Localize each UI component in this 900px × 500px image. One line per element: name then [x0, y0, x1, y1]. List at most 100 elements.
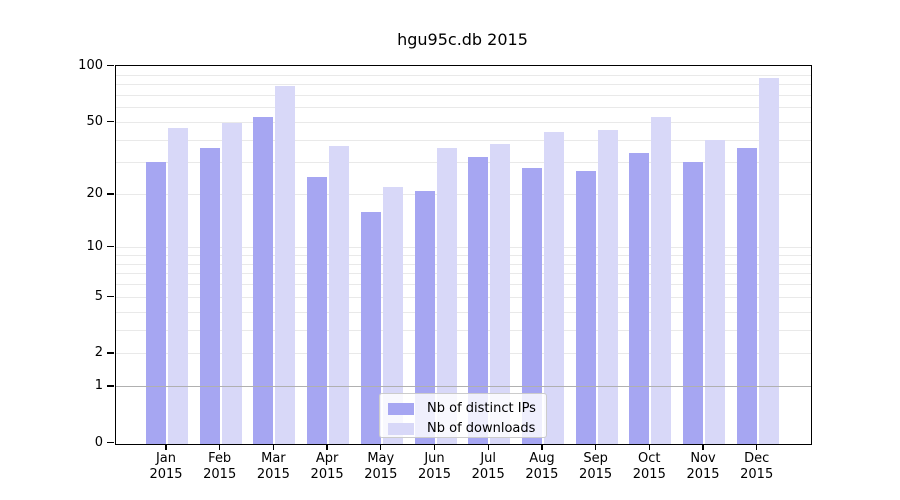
y-tick-mark [107, 385, 114, 387]
y-tick-mark [107, 246, 114, 248]
x-tick-label-jul: Jul 2015 [458, 451, 518, 483]
y-gridline [116, 273, 811, 275]
bar-distinct-ips-jun [414, 190, 435, 444]
y-tick-label: 100 [78, 57, 103, 73]
x-tick-mark [487, 445, 489, 450]
x-tick-mark [219, 445, 221, 450]
bar-distinct-ips-oct [629, 152, 650, 444]
legend-item-distinct-ips: Nb of distinct IPs [388, 400, 538, 417]
y-tick-label: 5 [94, 288, 103, 304]
y-gridline [116, 311, 811, 313]
bar-downloads-dec [758, 78, 779, 444]
legend: Nb of distinct IPs Nb of downloads [379, 393, 547, 438]
x-tick-label-sep: Sep 2015 [566, 451, 626, 483]
x-tick-label-oct: Oct 2015 [619, 451, 679, 483]
y-gridline [116, 107, 811, 109]
bar-downloads-mar [275, 86, 296, 444]
x-tick-year: 2015 [256, 467, 290, 482]
x-tick-mark [380, 445, 382, 450]
x-tick-label-dec: Dec 2015 [727, 451, 787, 483]
bar-distinct-ips-apr [307, 176, 328, 444]
x-tick-label-nov: Nov 2015 [673, 451, 733, 483]
x-tick-mark [272, 445, 275, 450]
y-gridline [116, 254, 811, 256]
y-tick-label: 2 [94, 345, 103, 361]
bar-downloads-aug [543, 132, 564, 444]
y-tick-label: 1 [94, 378, 103, 394]
legend-label-distinct-ips: Nb of distinct IPs [427, 401, 536, 416]
y-gridline [116, 84, 811, 85]
bar-downloads-may [382, 186, 403, 444]
y-tick-label: 0 [94, 435, 103, 450]
y-gridline [116, 284, 811, 285]
x-tick-year: 2015 [740, 467, 774, 482]
x-tick-mark [165, 445, 167, 450]
bar-downloads-feb [221, 123, 242, 444]
bar-downloads-jun [436, 148, 457, 444]
legend-label-downloads: Nb of downloads [427, 421, 536, 436]
y-tick-mark [107, 295, 114, 297]
bar-distinct-ips-jan [146, 162, 166, 444]
bar-distinct-ips-aug [521, 167, 542, 444]
x-tick-year: 2015 [203, 467, 237, 482]
y-gridline [116, 162, 811, 164]
y-gridline [116, 329, 811, 331]
x-tick-year: 2015 [310, 467, 344, 482]
y-gridline [116, 139, 811, 141]
y-gridline [116, 353, 811, 355]
x-tick-mark [594, 445, 597, 450]
y-gridline [116, 263, 811, 265]
x-tick-mark [702, 445, 704, 450]
x-tick-year: 2015 [364, 467, 398, 482]
y-tick-mark [107, 352, 114, 354]
bar-downloads-apr [329, 145, 350, 444]
x-tick-year: 2015 [686, 467, 720, 482]
x-tick-year: 2015 [525, 467, 559, 482]
y-gridline [116, 194, 811, 196]
bar-downloads-jan [168, 128, 188, 444]
chart-title: hgu95c.db 2015 [397, 30, 528, 49]
legend-swatch-distinct-ips [388, 402, 414, 415]
x-tick-year: 2015 [632, 467, 666, 482]
y-gridline [116, 247, 811, 249]
x-tick-mark [326, 445, 328, 450]
y-gridline [116, 296, 811, 298]
y-tick-mark [107, 120, 114, 123]
x-tick-mark [541, 445, 543, 450]
x-tick-label-aug: Aug 2015 [512, 451, 572, 483]
reference-line [116, 386, 811, 388]
bar-distinct-ips-dec [736, 148, 757, 444]
x-tick-year: 2015 [417, 467, 452, 482]
x-tick-label-mar: Mar 2015 [243, 451, 303, 483]
bar-distinct-ips-nov [683, 162, 703, 444]
legend-swatch-downloads [388, 422, 414, 435]
x-tick-label-apr: Apr 2015 [297, 451, 357, 483]
legend-item-downloads: Nb of downloads [388, 420, 538, 437]
bar-distinct-ips-feb [199, 148, 220, 444]
x-tick-mark [648, 445, 650, 450]
y-gridline [116, 121, 811, 123]
y-tick-label: 10 [86, 239, 103, 255]
bar-downloads-oct [651, 117, 672, 444]
x-tick-label-feb: Feb 2015 [190, 451, 250, 483]
y-tick-mark [107, 64, 114, 67]
bar-distinct-ips-sep [575, 170, 596, 444]
y-tick-label: 50 [86, 113, 103, 129]
x-tick-label-jan: Jan 2015 [136, 451, 196, 483]
bar-downloads-nov [705, 139, 725, 444]
y-tick-label: 20 [86, 186, 103, 202]
y-gridline [116, 74, 811, 76]
plot-area: Nb of distinct IPs Nb of downloads [115, 65, 812, 445]
bar-distinct-ips-may [360, 211, 381, 444]
x-tick-year: 2015 [149, 467, 183, 482]
x-tick-label-jun: Jun 2015 [405, 451, 465, 483]
x-tick-mark [433, 445, 436, 450]
y-tick-mark [107, 442, 114, 444]
y-gridline [116, 94, 811, 96]
x-tick-year: 2015 [471, 467, 505, 482]
bar-distinct-ips-jul [468, 157, 489, 444]
bar-downloads-sep [597, 130, 618, 444]
x-tick-year: 2015 [579, 467, 613, 482]
y-tick-mark [107, 193, 114, 195]
